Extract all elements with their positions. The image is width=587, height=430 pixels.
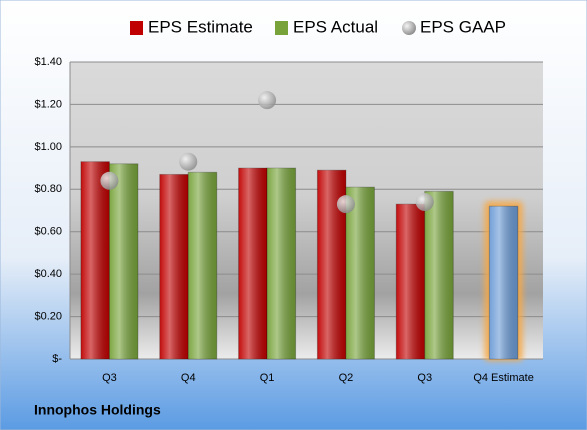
bar-shine: [159, 174, 189, 359]
x-tick-label: Q4: [181, 372, 196, 384]
gaap-point: [415, 193, 434, 212]
x-tick-label: Q4 Estimate: [473, 372, 534, 384]
bar-shine: [345, 187, 375, 359]
y-tick-label: $-: [52, 353, 62, 365]
bar-shine: [424, 191, 454, 359]
chart-title: Innophos Holdings: [34, 402, 161, 418]
y-tick-label: $1.40: [34, 56, 62, 68]
y-tick-label: $1.00: [34, 141, 62, 153]
legend-label: EPS Estimate: [148, 17, 253, 36]
bar-shine: [188, 172, 217, 359]
bar-shine: [489, 206, 518, 359]
legend-label: EPS GAAP: [420, 17, 506, 36]
bar-shine: [238, 168, 268, 359]
gaap-point: [100, 171, 119, 190]
bar-shine: [267, 168, 296, 359]
legend-marker: [130, 21, 143, 35]
x-tick-label: Q2: [339, 372, 354, 384]
legend-label: EPS Actual: [293, 17, 378, 36]
gaap-point: [179, 152, 198, 171]
gaap-point: [258, 91, 277, 110]
y-tick-label: $0.80: [34, 183, 62, 195]
y-tick-label: $0.60: [34, 226, 62, 238]
x-tick-label: Q1: [260, 372, 275, 384]
y-tick-label: $1.20: [34, 98, 62, 110]
plot-area: [70, 62, 543, 359]
bar-shine: [109, 163, 138, 359]
y-tick-label: $0.20: [34, 310, 62, 322]
x-tick-label: Q3: [417, 372, 432, 384]
bar-shine: [396, 204, 425, 359]
x-tick-label: Q3: [102, 372, 117, 384]
legend-marker: [402, 21, 416, 35]
gaap-point: [336, 195, 355, 214]
bar-shine: [80, 161, 110, 359]
legend-marker: [275, 21, 288, 35]
y-tick-label: $0.40: [34, 268, 62, 280]
